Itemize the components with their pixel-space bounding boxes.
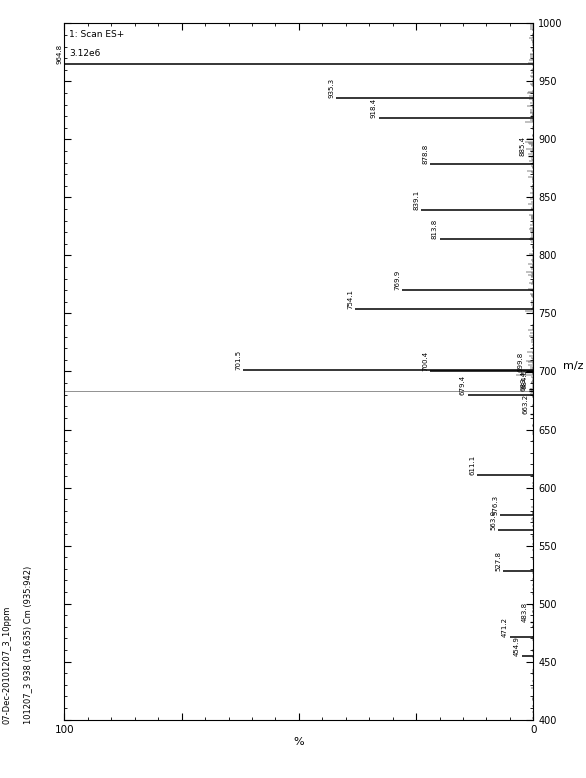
Text: 683.4: 683.4 (521, 370, 527, 391)
Text: 839.1: 839.1 (413, 190, 419, 210)
Text: 3.12e6: 3.12e6 (69, 49, 101, 58)
Text: 471.2: 471.2 (502, 617, 508, 637)
Text: 935.3: 935.3 (329, 79, 335, 99)
Text: 679.4: 679.4 (460, 375, 466, 395)
Text: 964.8: 964.8 (57, 44, 63, 65)
Text: 611.1: 611.1 (469, 454, 475, 475)
X-axis label: %: % (294, 738, 304, 748)
Text: 885.4: 885.4 (520, 136, 526, 156)
Text: 07-Dec-20101207_3_10ppm: 07-Dec-20101207_3_10ppm (3, 605, 12, 724)
Text: 101207_3 938 (19.635) Cm (935:942): 101207_3 938 (19.635) Cm (935:942) (23, 566, 32, 724)
Text: 563.0: 563.0 (490, 510, 496, 531)
Text: 1: Scan ES+: 1: Scan ES+ (69, 30, 124, 40)
Text: 684.5: 684.5 (522, 370, 527, 390)
Text: 699.8: 699.8 (517, 352, 523, 372)
Text: 701.5: 701.5 (235, 349, 241, 370)
Y-axis label: m/z: m/z (564, 362, 584, 372)
Text: 813.8: 813.8 (432, 219, 438, 240)
Text: 483.8: 483.8 (522, 602, 528, 622)
Text: 576.3: 576.3 (493, 495, 499, 515)
Text: 754.1: 754.1 (347, 289, 353, 309)
Text: 700.4: 700.4 (423, 351, 428, 371)
Text: 663.2: 663.2 (522, 394, 529, 414)
Text: 878.8: 878.8 (423, 144, 428, 164)
Text: 527.8: 527.8 (495, 552, 501, 571)
Text: 454.9: 454.9 (514, 636, 520, 656)
Text: 918.4: 918.4 (371, 98, 377, 118)
Text: 769.9: 769.9 (394, 270, 400, 290)
